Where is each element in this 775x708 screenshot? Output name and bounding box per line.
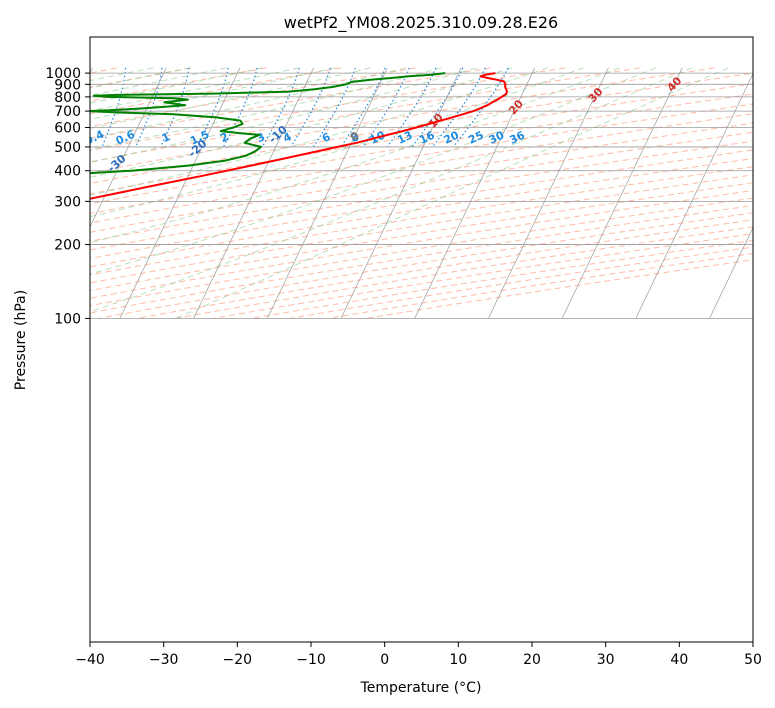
dry-adiabat — [90, 67, 715, 174]
isotherm — [90, 67, 167, 228]
dry-adiabat — [90, 113, 753, 224]
dry-adiabat — [98, 212, 753, 319]
dry-adiabat — [90, 83, 753, 195]
dry-adiabat — [90, 157, 753, 268]
mixing-ratio-line — [362, 67, 410, 148]
moist-adiabat — [90, 67, 620, 244]
moist-adiabat — [90, 67, 584, 218]
mixing-ratio-label: 25 — [466, 129, 485, 147]
sounding-profiles — [90, 72, 509, 200]
x-tick-label: 40 — [670, 652, 688, 668]
y-tick-label: 600 — [54, 121, 81, 137]
x-tick-label: 0 — [380, 652, 389, 668]
y-tick-label: 400 — [54, 164, 81, 180]
dry-adiabat — [90, 67, 192, 88]
moist-adiabat — [90, 67, 406, 139]
isotherm — [193, 67, 314, 319]
chart-title: wetPf2_YM08.2025.310.09.28.E26 — [284, 13, 558, 33]
y-axis-label: Pressure (hPa) — [13, 290, 29, 390]
plot-area — [90, 37, 753, 642]
x-tick-label: 30 — [597, 652, 615, 668]
y-tick-label: 300 — [54, 194, 81, 210]
x-tick-label: −40 — [75, 652, 105, 668]
isotherm — [340, 67, 462, 319]
moist-adiabat — [90, 67, 656, 275]
mixing-ratio-label: 36 — [508, 128, 528, 146]
y-tick-label: 1000 — [45, 66, 81, 82]
dewpoint-profile — [90, 72, 446, 175]
x-tick-label: 10 — [449, 652, 467, 668]
y-tick-label: 100 — [54, 311, 81, 327]
mixing-ratio-line — [432, 67, 486, 148]
mixing-ratio-line — [340, 67, 386, 148]
dry-adiabat — [90, 174, 753, 284]
temperature-profile — [90, 72, 509, 200]
mixing-ratio-label: 16 — [417, 128, 437, 146]
x-tick-label: −30 — [149, 652, 179, 668]
moist-adiabat — [90, 67, 335, 120]
y-tick-label: 200 — [54, 238, 81, 254]
moist-adiabat — [90, 67, 300, 112]
moist-adiabat — [90, 67, 477, 163]
y-tick-label: 800 — [54, 90, 81, 106]
mixing-ratio-line — [196, 67, 229, 148]
mixing-ratio-line — [313, 67, 356, 148]
isotherm — [414, 67, 536, 319]
plot-frame — [89, 36, 754, 643]
isotherm — [488, 67, 609, 319]
dry-adiabat — [90, 197, 753, 307]
dry-adiabat — [90, 67, 416, 128]
dry-adiabat — [90, 67, 491, 140]
axes: −40 −30 −20 −10 0 10 20 30 40 50 100 200 300 400 500 60… — [45, 66, 762, 668]
x-tick-label: 20 — [523, 652, 541, 668]
mixing-ratio-line — [386, 67, 437, 148]
mixing-ratio-line — [160, 67, 190, 148]
x-tick-label: −20 — [223, 652, 253, 668]
moist-adiabat — [175, 67, 729, 319]
mixing-ratio-label: 13 — [395, 129, 414, 147]
y-tick-label: 500 — [54, 140, 81, 156]
x-axis-label: Temperature (°C) — [360, 680, 482, 696]
mixing-ratio-line — [101, 67, 127, 148]
mixing-ratio-line — [411, 67, 464, 148]
mixing-ratio-label: 20 — [442, 128, 462, 146]
dry-adiabat — [90, 166, 753, 276]
isotherm — [635, 72, 753, 319]
dry-adiabat — [90, 103, 753, 215]
isotherm — [561, 67, 683, 319]
dry-adiabat — [90, 182, 753, 292]
x-tick-label: 50 — [744, 652, 762, 668]
moist-adiabat — [90, 67, 548, 196]
y-tick-label: 700 — [54, 104, 81, 120]
dry-adiabat — [90, 93, 753, 205]
mixing-ratio-line — [135, 67, 163, 148]
x-tick-label: −10 — [296, 652, 326, 668]
moist-adiabat — [90, 67, 513, 178]
dry-adiabat — [90, 67, 640, 163]
dry-adiabat — [90, 122, 753, 233]
dry-adiabat — [90, 67, 566, 152]
mixing-ratio-label: 30 — [487, 128, 507, 146]
background-lines — [90, 67, 753, 319]
isotherm — [266, 67, 388, 319]
moist-adiabat — [90, 67, 693, 313]
isotherm — [709, 226, 753, 319]
y-tick-label: 900 — [54, 77, 81, 93]
isotherm — [119, 67, 241, 319]
